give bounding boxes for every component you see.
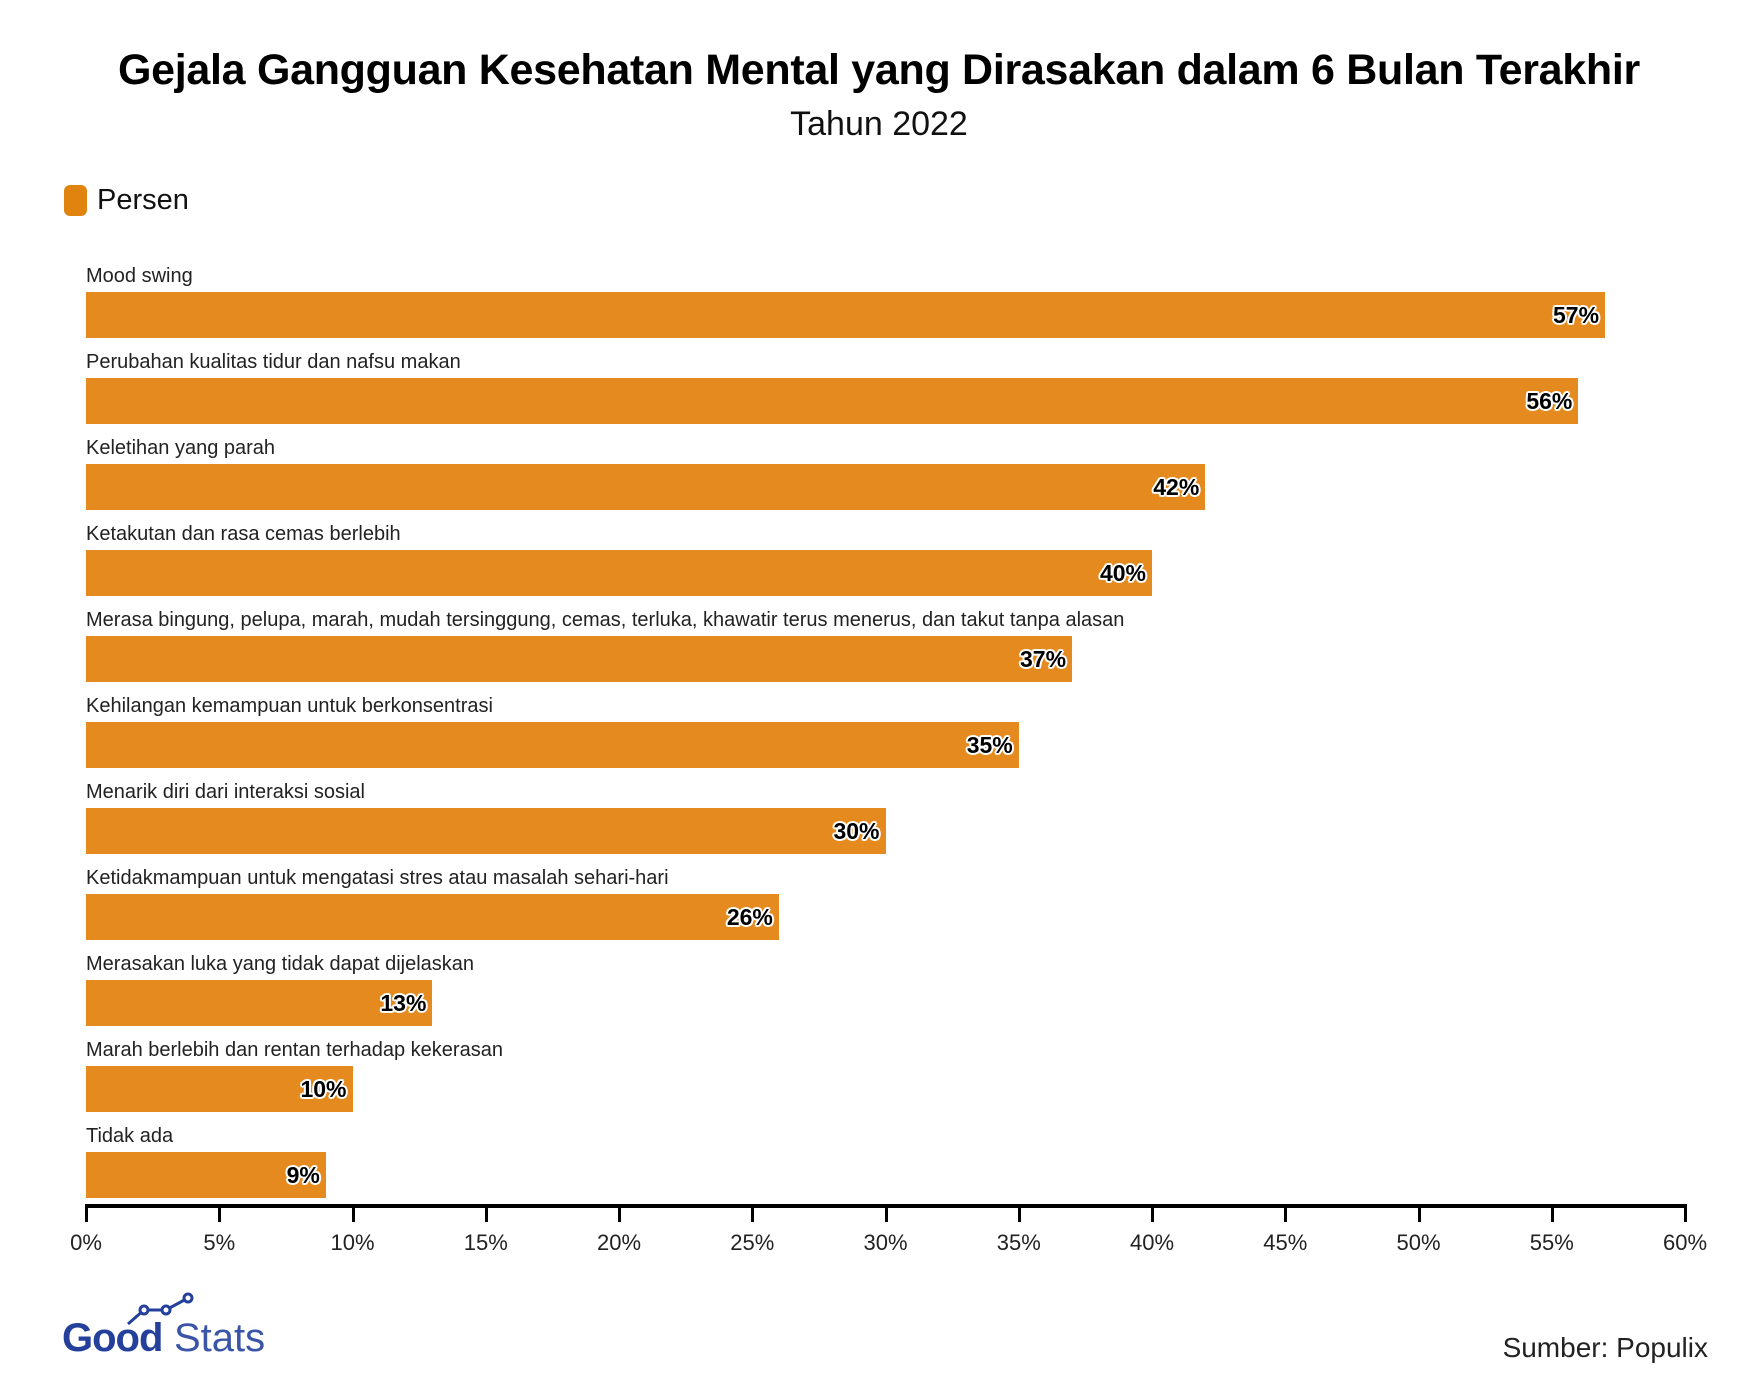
x-axis-tick-label: 60% xyxy=(1662,1230,1708,1255)
x-axis-tick-label: 10% xyxy=(330,1230,375,1255)
x-axis-tick-label: 20% xyxy=(596,1230,642,1255)
bar-row: Marah berlebih dan rentan terhadap keker… xyxy=(86,1039,1736,1119)
bar-row: Menarik diri dari interaksi sosial 30% xyxy=(86,781,1736,861)
bar-row: Merasa bingung, pelupa, marah, mudah ter… xyxy=(86,609,1736,689)
x-axis-tick xyxy=(1284,1204,1288,1222)
bar-value-label: 26% xyxy=(726,904,773,930)
x-axis-tick xyxy=(1550,1204,1554,1222)
bar-row: Mood swing 57% xyxy=(86,265,1736,345)
bar: 26% xyxy=(86,894,779,940)
bar-value-label: 10% xyxy=(300,1076,347,1102)
legend-swatch-icon xyxy=(64,185,87,216)
bar-label: Ketidakmampuan untuk mengatasi stres ata… xyxy=(86,867,669,889)
logo-stats-text: Stats xyxy=(174,1316,266,1360)
bar-label: Menarik diri dari interaksi sosial xyxy=(86,781,365,803)
bar-value-label: 57% xyxy=(1553,302,1600,328)
bar-label: Keletihan yang parah xyxy=(86,437,276,459)
x-axis-tick xyxy=(1684,1204,1687,1222)
x-axis-tick-label: 50% xyxy=(1396,1230,1441,1255)
bar-value-label: 9% xyxy=(286,1162,320,1188)
x-axis-tick xyxy=(218,1204,222,1222)
x-axis-tick xyxy=(484,1204,488,1222)
bar: 30% xyxy=(86,808,886,854)
bar-row: Perubahan kualitas tidur dan nafsu makan… xyxy=(86,351,1736,431)
sparkline-icon xyxy=(127,1292,194,1326)
bar-value-label: 37% xyxy=(1020,646,1067,672)
goodstats-logo: Good Stats xyxy=(62,1290,312,1360)
bar-label: Mood swing xyxy=(86,265,193,287)
legend-label: Persen xyxy=(97,184,189,216)
logo-good-text: Good xyxy=(62,1316,163,1360)
bar-value-label: 13% xyxy=(380,990,427,1016)
bar: 42% xyxy=(86,464,1206,510)
x-axis-tick-label: 0% xyxy=(70,1230,102,1255)
source-note: Sumber: Populix xyxy=(1502,1332,1708,1363)
bar-row: Ketakutan dan rasa cemas berlebih 40% xyxy=(86,523,1736,603)
chart-title: Gejala Gangguan Kesehatan Mental yang Di… xyxy=(118,46,1640,94)
bar-value-label: 40% xyxy=(1099,560,1146,586)
x-axis-tick xyxy=(85,1204,88,1222)
x-axis-tick-label: 40% xyxy=(1129,1230,1175,1255)
bar: 10% xyxy=(86,1066,353,1112)
bar-label: Merasa bingung, pelupa, marah, mudah ter… xyxy=(86,609,1125,631)
bar-label: Ketakutan dan rasa cemas berlebih xyxy=(86,523,401,545)
bar-value-label: 42% xyxy=(1153,474,1200,500)
x-axis-tick xyxy=(351,1204,355,1222)
bar-row: Ketidakmampuan untuk mengatasi stres ata… xyxy=(86,867,1736,947)
x-axis-tick xyxy=(884,1204,888,1222)
x-axis-tick-label: 45% xyxy=(1263,1230,1308,1255)
bar-row: Keletihan yang parah 42% xyxy=(86,437,1736,517)
legend: Persen xyxy=(64,184,189,217)
bar-value-label: 30% xyxy=(833,818,880,844)
bar: 56% xyxy=(86,378,1579,424)
x-axis-tick-label: 55% xyxy=(1529,1230,1574,1255)
x-axis-tick xyxy=(1151,1204,1154,1222)
bar-label: Kehilangan kemampuan untuk berkonsentras… xyxy=(86,695,493,717)
bar-label: Marah berlebih dan rentan terhadap keker… xyxy=(86,1039,503,1061)
x-axis-tick-label: 25% xyxy=(730,1230,775,1255)
bar-value-label: 56% xyxy=(1526,388,1573,414)
bar-value-label: 35% xyxy=(966,732,1013,758)
bar-row: Tidak ada 9% xyxy=(86,1125,1736,1205)
bar: 40% xyxy=(86,550,1152,596)
x-axis-tick-label: 30% xyxy=(863,1230,908,1255)
axis-clip xyxy=(1708,1225,1758,1265)
bar: 35% xyxy=(86,722,1019,768)
x-axis-tick-label: 15% xyxy=(463,1230,508,1255)
bar: 37% xyxy=(86,636,1073,682)
bar-row: Kehilangan kemampuan untuk berkonsentras… xyxy=(86,695,1736,775)
x-axis-tick xyxy=(751,1204,755,1222)
bar: 57% xyxy=(86,292,1606,338)
bar-label: Perubahan kualitas tidur dan nafsu makan xyxy=(86,351,461,373)
bar-label: Merasakan luka yang tidak dapat dijelask… xyxy=(86,953,475,975)
bar-label: Tidak ada xyxy=(86,1125,174,1147)
bar-row: Merasakan luka yang tidak dapat dijelask… xyxy=(86,953,1736,1033)
bar: 9% xyxy=(86,1152,326,1198)
chart-subtitle: Tahun 2022 xyxy=(790,105,968,143)
x-axis-tick-label: 5% xyxy=(203,1230,236,1255)
x-axis-tick-label: 35% xyxy=(996,1230,1041,1255)
x-axis-tick xyxy=(1417,1204,1421,1222)
bar: 13% xyxy=(86,980,433,1026)
x-axis-tick xyxy=(618,1204,621,1222)
x-axis-tick xyxy=(1017,1204,1021,1222)
